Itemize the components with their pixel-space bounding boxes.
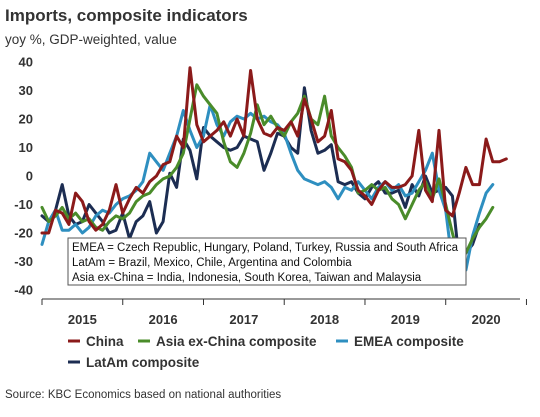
y-tick-label: 40 [19, 55, 33, 70]
legend-label-emea: EMEA composite [354, 334, 464, 349]
note-asia: Asia ex-China = India, Indonesia, South … [72, 272, 422, 284]
legend-label-china: China [86, 334, 124, 349]
x-tick-label: 2019 [391, 312, 420, 327]
y-tick-label: 20 [19, 112, 33, 127]
chart-subtitle: yoy %, GDP-weighted, value [5, 32, 177, 47]
country-note-box: EMEA = Czech Republic, Hungary, Poland, … [67, 237, 467, 286]
legend-label-latam: LatAm composite [86, 355, 200, 370]
x-tick-label: 2020 [472, 312, 501, 327]
y-tick-label: -40 [14, 283, 33, 298]
series-line-latam-composite [40, 86, 481, 263]
note-latam: LatAm = Brazil, Mexico, Chile, Argentina… [72, 257, 352, 269]
x-tick-label: 2015 [68, 312, 97, 327]
y-tick-label: -10 [14, 197, 33, 212]
note-emea: EMEA = Czech Republic, Hungary, Poland, … [72, 242, 459, 254]
chart-title: Imports, composite indicators [5, 6, 248, 25]
x-tick-label: 2017 [229, 312, 258, 327]
x-axis: 2015 2016 2017 2018 2019 2020 [41, 298, 527, 327]
series-lines [40, 66, 508, 275]
legend-label-asia: Asia ex-China composite [156, 334, 317, 349]
y-tick-label: 0 [26, 169, 33, 184]
series-line-china [40, 66, 508, 235]
note-box-frame [67, 237, 467, 286]
y-axis: 40 30 20 10 0 -10 -20 -30 -40 [14, 55, 33, 298]
y-tick-label: -20 [14, 226, 33, 241]
source-note: Source: KBC Economics based on national … [5, 389, 282, 401]
legend: China Asia ex-China composite EMEA compo… [68, 334, 464, 370]
y-tick-label: 30 [19, 83, 33, 98]
x-tick-label: 2016 [149, 312, 178, 327]
series-line-asia-ex-china-composite [40, 83, 495, 261]
y-tick-label: 10 [19, 140, 33, 155]
x-tick-label: 2018 [310, 312, 339, 327]
y-tick-label: -30 [14, 254, 33, 269]
